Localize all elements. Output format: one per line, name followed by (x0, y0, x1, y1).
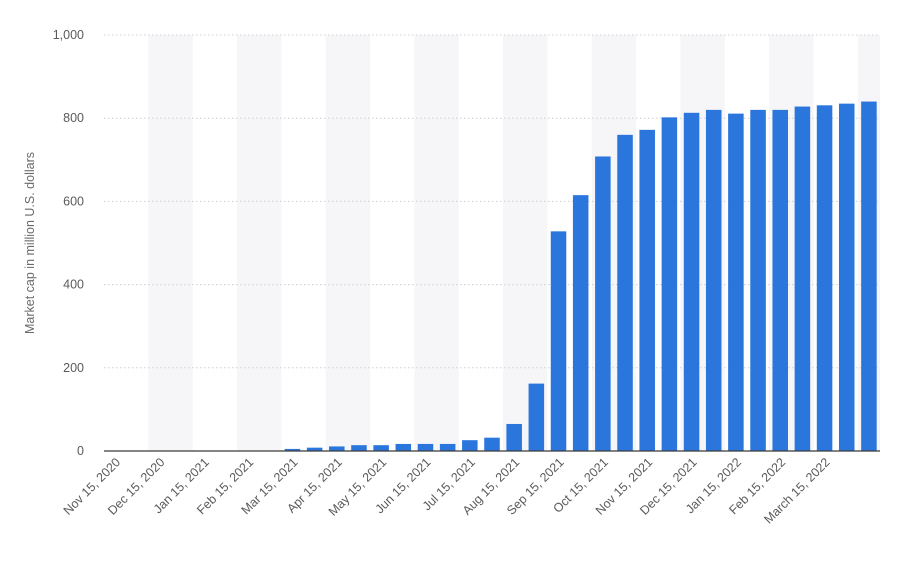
y-tick-labels: 0 200 400 600 800 1,000 (53, 28, 84, 458)
bar[interactable] (705, 109, 722, 451)
bar[interactable] (683, 112, 700, 452)
background-band (325, 35, 371, 451)
bar[interactable] (661, 117, 678, 452)
bar[interactable] (351, 445, 367, 451)
bar[interactable] (462, 440, 478, 451)
bar[interactable] (306, 447, 323, 451)
gridlines (104, 34, 880, 369)
bar[interactable] (816, 105, 833, 451)
bars (240, 101, 877, 452)
bar[interactable] (439, 443, 456, 451)
y-axis-title: Market cap in million U.S. dollars (23, 152, 37, 334)
bar[interactable] (794, 106, 811, 451)
bar[interactable] (395, 443, 412, 451)
bar[interactable] (728, 113, 744, 452)
alternating-background-bands (148, 35, 880, 451)
bar[interactable] (595, 156, 611, 452)
y-tick-label: 0 (77, 444, 84, 458)
y-tick-label: 600 (63, 194, 84, 208)
bar[interactable] (417, 443, 434, 451)
bar[interactable] (373, 445, 389, 451)
background-band (414, 35, 459, 451)
bar[interactable] (550, 231, 567, 451)
bar[interactable] (284, 448, 301, 451)
background-band (237, 35, 282, 451)
y-tick-label: 800 (63, 111, 84, 125)
bar[interactable] (506, 423, 522, 451)
background-band (148, 35, 193, 451)
y-tick-label: 1,000 (53, 28, 84, 42)
bar[interactable] (528, 383, 545, 451)
bar[interactable] (772, 109, 788, 451)
bar[interactable] (861, 101, 877, 451)
bar[interactable] (572, 195, 589, 451)
bar[interactable] (329, 446, 345, 451)
y-tick-label: 200 (63, 361, 84, 375)
y-tick-label: 400 (63, 278, 84, 292)
bar[interactable] (750, 109, 766, 451)
bar[interactable] (617, 134, 633, 451)
bar[interactable] (484, 437, 500, 451)
background-band (503, 35, 548, 451)
bar[interactable] (838, 103, 855, 451)
bar[interactable] (639, 129, 655, 451)
